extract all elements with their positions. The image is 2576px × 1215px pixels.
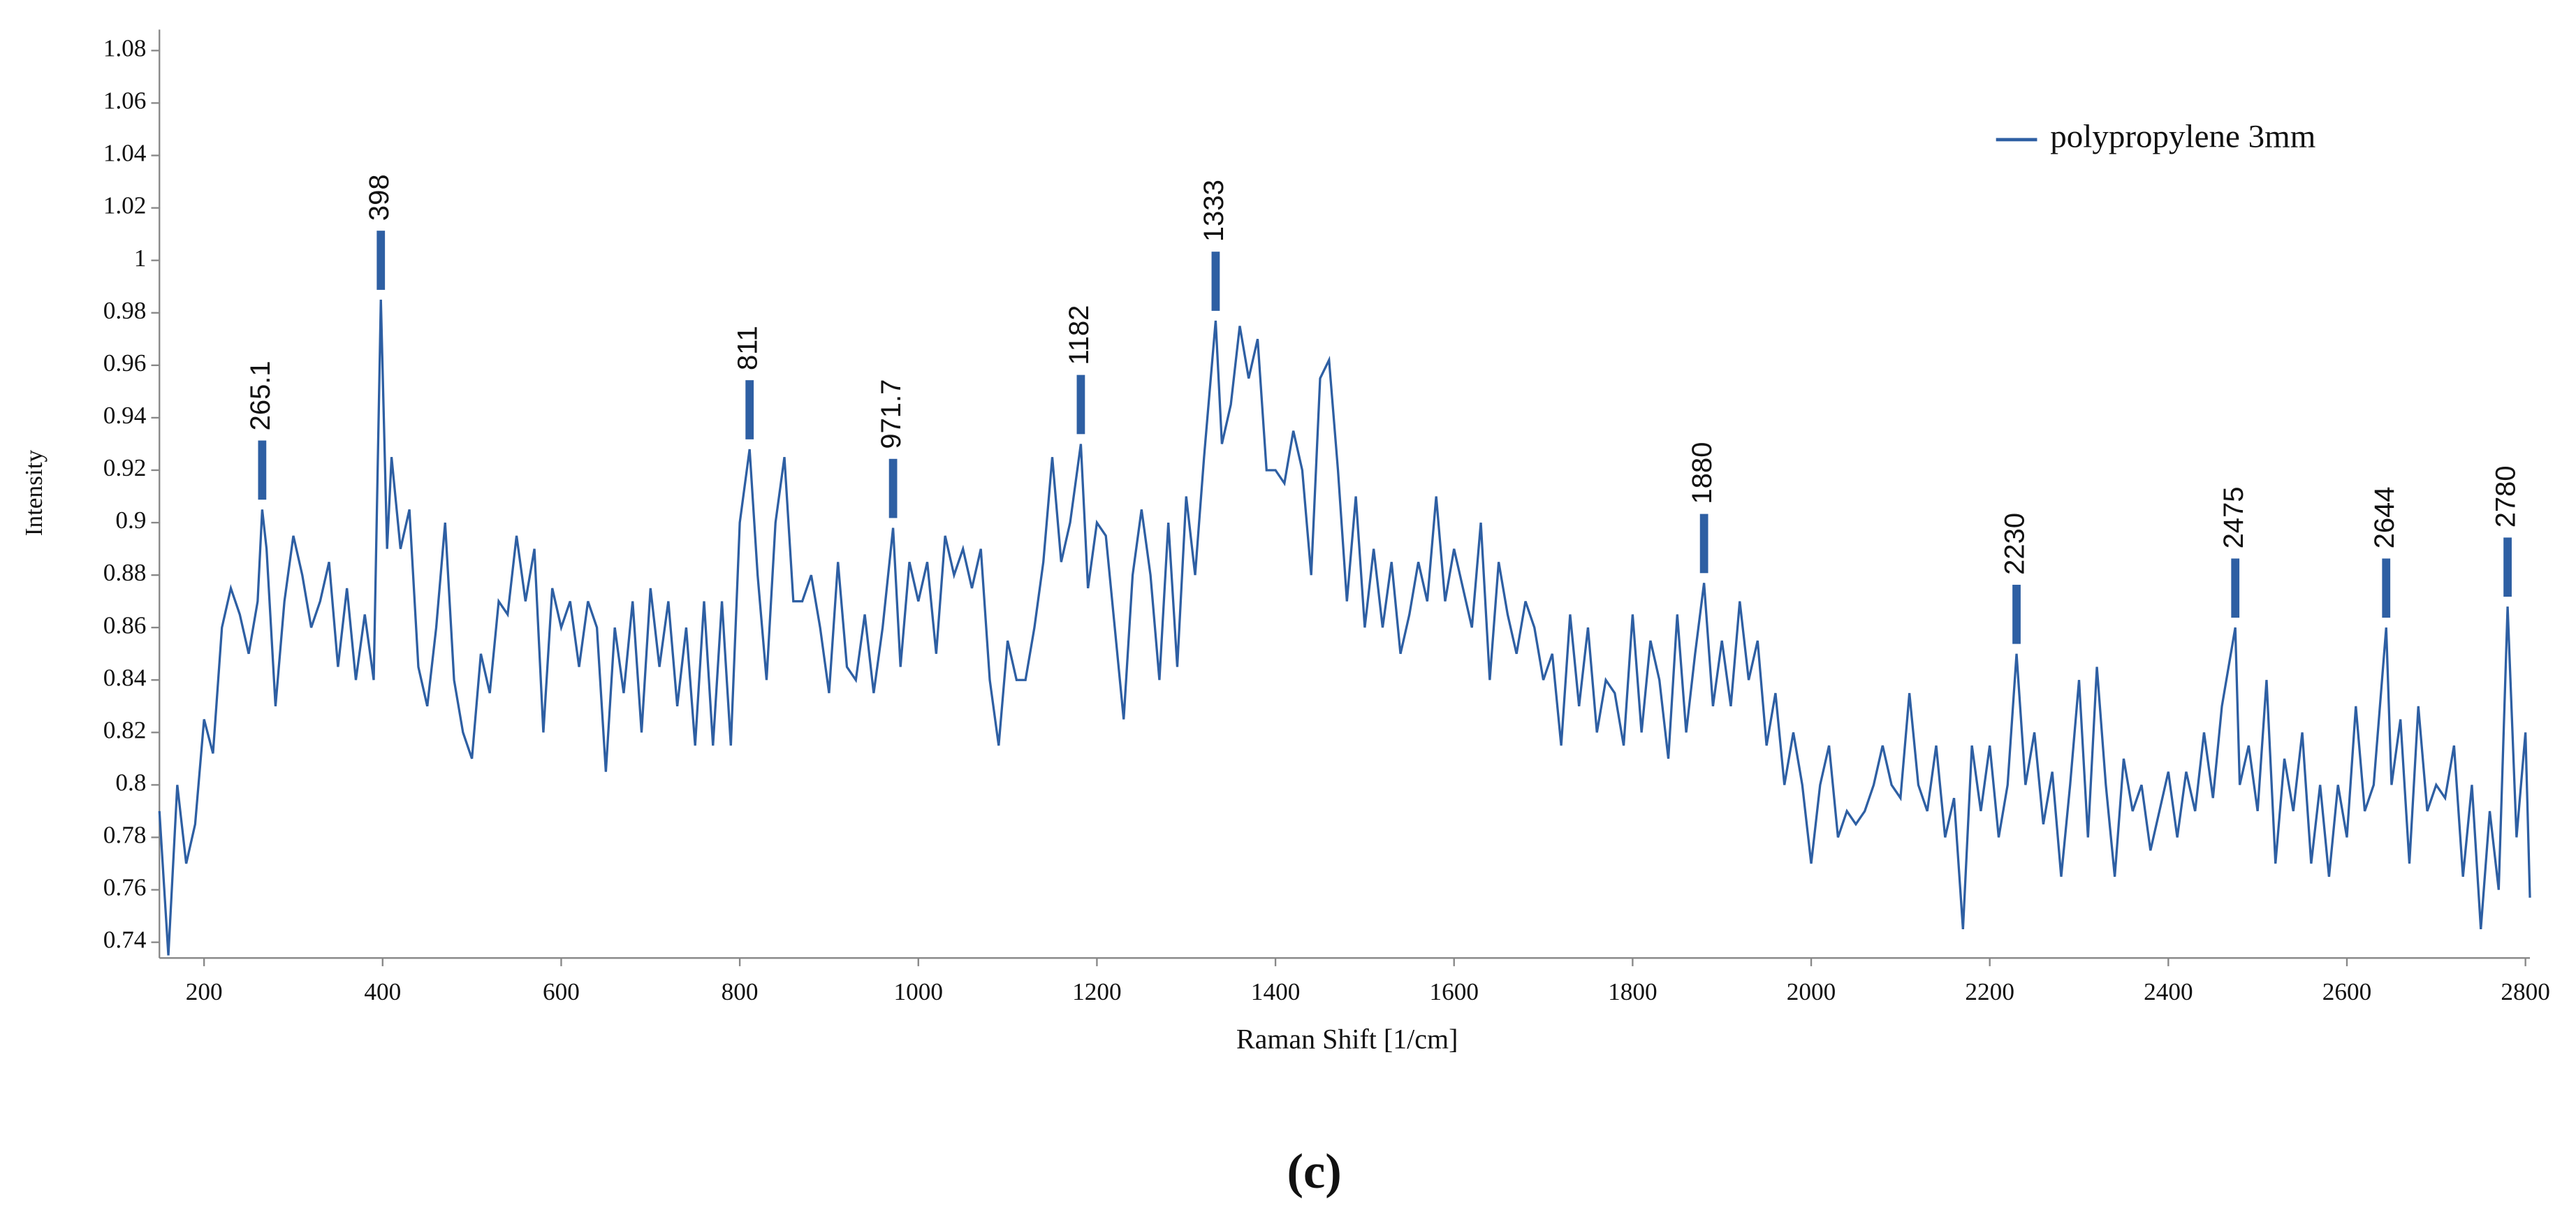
peak-label: 1182 (1064, 305, 1095, 365)
y-tick-label: 0.74 (103, 926, 147, 954)
peak-label: 971.7 (876, 379, 907, 449)
peak-label: 2644 (2369, 486, 2400, 548)
x-tick-label: 2200 (1965, 978, 2014, 1005)
peak-label: 398 (364, 174, 395, 221)
y-tick-label: 0.78 (103, 822, 147, 849)
x-tick-label: 2600 (2322, 978, 2372, 1005)
peak-label: 1333 (1199, 180, 1229, 242)
y-tick-label: 1.06 (103, 87, 147, 115)
y-axis-label: Intensity (20, 450, 47, 537)
y-tick-label: 1.08 (103, 34, 147, 61)
peak-marker (2382, 558, 2391, 618)
y-tick-label: 0.8 (115, 769, 146, 796)
legend-label: polypropylene 3mm (2050, 119, 2315, 155)
x-tick-label: 2400 (2144, 978, 2193, 1005)
x-tick-label: 2000 (1787, 978, 1836, 1005)
x-tick-label: 400 (364, 978, 401, 1005)
x-tick-label: 1400 (1251, 978, 1301, 1005)
y-tick-label: 0.98 (103, 297, 147, 324)
peak-marker (1699, 514, 1708, 574)
y-tick-label: 0.86 (103, 611, 147, 639)
x-tick-label: 800 (722, 978, 759, 1005)
x-tick-label: 1000 (894, 978, 944, 1005)
x-tick-label: 600 (543, 978, 580, 1005)
x-tick-label: 2800 (2501, 978, 2550, 1005)
peak-label: 1880 (1687, 442, 1718, 504)
peak-marker (2231, 558, 2240, 618)
y-tick-label: 0.88 (103, 559, 147, 586)
y-tick-label: 1.02 (103, 192, 147, 219)
peak-label: 811 (733, 326, 763, 370)
peak-marker (2012, 584, 2021, 644)
y-tick-label: 0.76 (103, 874, 147, 901)
x-tick-label: 200 (186, 978, 223, 1005)
y-tick-label: 1 (134, 245, 147, 272)
y-tick-label: 0.84 (103, 664, 147, 691)
peak-marker (888, 458, 898, 518)
peak-marker (2503, 537, 2512, 597)
peak-marker (1211, 252, 1220, 311)
peak-label: 2230 (2000, 513, 2030, 575)
x-tick-label: 1600 (1429, 978, 1479, 1005)
peak-label: 265.1 (245, 361, 276, 430)
spectrum-line (158, 299, 2531, 956)
peak-label: 2780 (2491, 465, 2522, 528)
y-tick-label: 0.82 (103, 716, 147, 743)
peak-marker (258, 440, 267, 500)
y-tick-label: 1.04 (103, 140, 147, 167)
peak-marker (745, 380, 754, 439)
peak-label: 2475 (2218, 486, 2249, 548)
caption: (c) (1287, 1144, 1341, 1199)
y-tick-label: 0.92 (103, 454, 147, 481)
peak-marker (376, 231, 386, 290)
peak-marker (1076, 374, 1085, 435)
y-tick-label: 0.96 (103, 349, 147, 377)
x-axis-label: Raman Shift [1/cm] (1236, 1023, 1458, 1054)
y-tick-label: 0.9 (115, 507, 146, 534)
x-tick-label: 1200 (1072, 978, 1122, 1005)
x-tick-label: 1800 (1608, 978, 1657, 1005)
y-tick-label: 0.94 (103, 402, 147, 429)
